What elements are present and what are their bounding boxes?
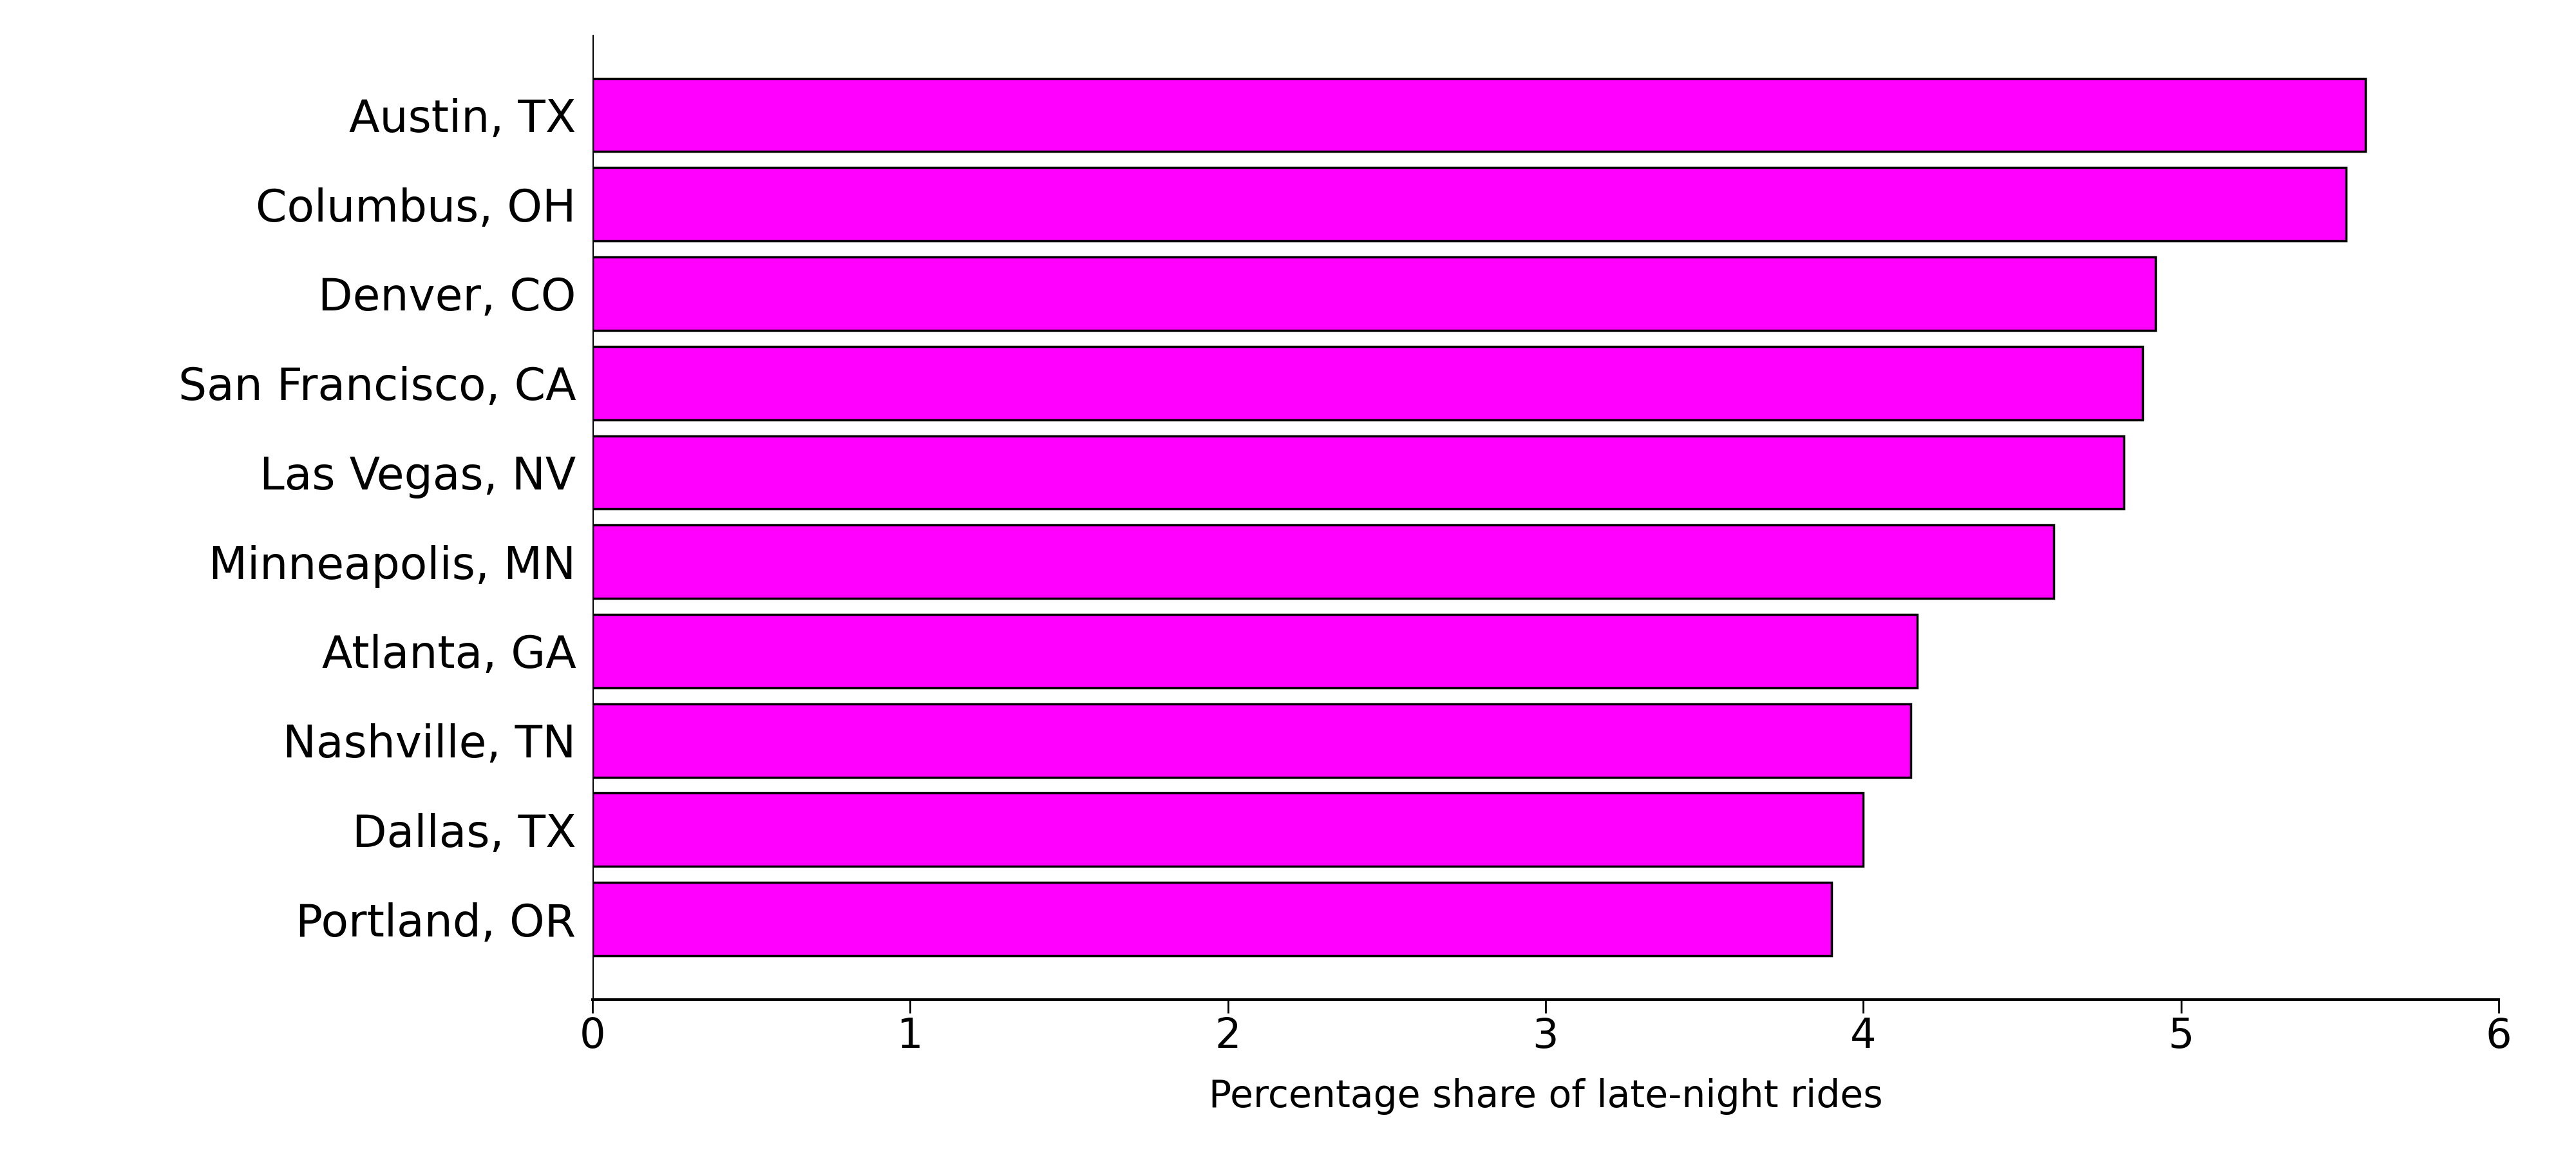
Bar: [592, 704, 1911, 777]
Bar: [592, 168, 2347, 241]
Bar: [592, 793, 1862, 866]
Bar: [592, 78, 2365, 152]
Bar: [592, 615, 1917, 688]
Bar: [592, 346, 2143, 419]
Bar: [592, 882, 1832, 956]
Bar: [592, 257, 2156, 330]
Bar: [592, 435, 2123, 509]
X-axis label: Percentage share of late-night rides: Percentage share of late-night rides: [1208, 1079, 1883, 1116]
Bar: [592, 525, 2053, 599]
